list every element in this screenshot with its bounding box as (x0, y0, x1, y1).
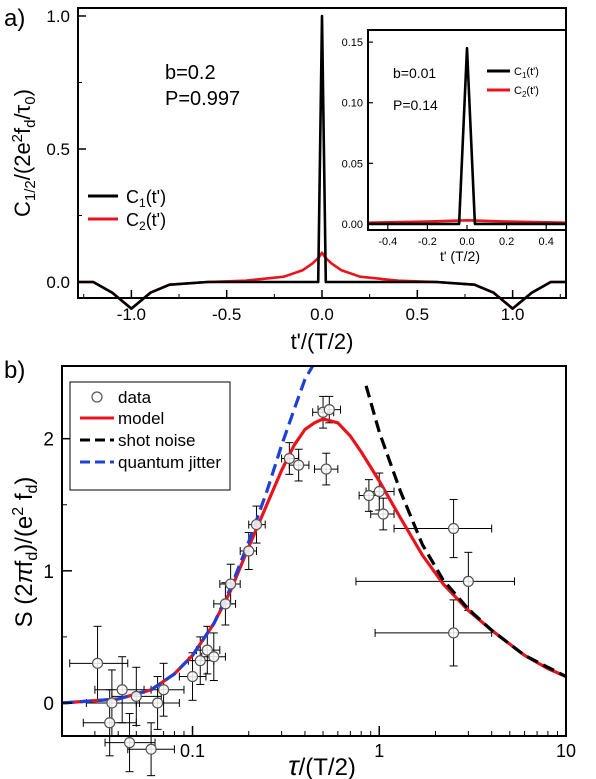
inset-series-line-c1 (368, 46, 566, 226)
panel-a-legend: C1(t') C2(t') (88, 187, 166, 233)
data-point (116, 684, 128, 696)
x-tick-label: 10 (556, 741, 576, 761)
data-point (145, 743, 157, 755)
data-point (91, 657, 104, 669)
panel-b: b) 0.1 1 10 0 1 2 S (2πfd)/(e2 fd) τ/(T/2) d… (4, 357, 576, 779)
data-point (447, 627, 460, 639)
data-point (323, 404, 335, 416)
inset-series-line-c2 (367, 219, 567, 224)
inset-y-tick-label: 0.00 (342, 219, 363, 231)
data-point (130, 690, 142, 702)
series-line-c1 (78, 14, 566, 310)
x-tick-label: 1 (374, 741, 384, 761)
shot-noise-line (364, 385, 567, 678)
data-point (320, 463, 332, 475)
error-bar (355, 551, 516, 611)
panel-b-legend: data model shot noise quantum jitter (69, 381, 231, 491)
panel-a-lines (78, 14, 566, 310)
data-point (106, 697, 118, 709)
inset-lines (367, 46, 567, 226)
y-tick-label: 0.0 (46, 273, 70, 292)
inset: -0.4 -0.2 0.0 0.2 0.4 0.00 0.05 0.10 0.15 t' (T… (342, 29, 567, 264)
error-bar (374, 599, 493, 667)
inset-y-tick-label: 0.15 (342, 37, 363, 49)
data-point (225, 578, 237, 590)
panel-a-x-ticks: -1.0 -0.5 0.0 0.5 1.0 (83, 290, 561, 324)
y-tick-label: 1 (43, 562, 54, 583)
x-tick-label: -1.0 (117, 305, 146, 324)
annotation-b: b=0.2 (165, 62, 216, 84)
legend-label-quantum-jitter: quantum jitter (118, 453, 221, 472)
legend-label-model: model (118, 409, 164, 428)
inset-y-tick-label: 0.10 (342, 98, 363, 110)
inset-x-axis-label: t' (T/2) (440, 248, 480, 264)
data-point (219, 598, 232, 610)
inset-x-ticks: -0.4 -0.2 0.0 0.2 0.4 (378, 225, 554, 248)
inset-frame (367, 29, 567, 231)
error-bar (393, 498, 493, 559)
inset-x-tick-label: 0.2 (499, 236, 514, 248)
panel-a-label: a) (4, 5, 25, 32)
data-point (250, 518, 263, 531)
legend-label-shot-noise: shot noise (118, 431, 196, 450)
data-point (104, 717, 116, 729)
panel-a-y-ticks: 0.0 0.5 1.0 (46, 7, 86, 292)
legend-label-c1: C1(t') (126, 187, 166, 210)
panel-b-y-ticks: 0 1 2 (43, 430, 72, 715)
y-tick-label: 0 (43, 694, 54, 715)
annotation-p: P=0.997 (165, 88, 240, 110)
legend-marker-data (91, 391, 103, 403)
panel-a-x-axis-label: t'/(T/2) (291, 329, 354, 354)
panel-b-frame (61, 365, 567, 737)
inset-legend: C1(t') C2(t') (487, 66, 539, 99)
data-point (123, 737, 136, 749)
data-point (363, 489, 375, 502)
x-tick-label: 0.1 (180, 741, 205, 761)
panel-b-x-axis-label: τ/(T/2) (288, 750, 356, 779)
data-point (194, 655, 206, 667)
data-point (283, 452, 295, 465)
inset-annotation-p: P=0.14 (393, 97, 438, 113)
data-point (293, 459, 305, 471)
data-point (157, 684, 170, 696)
legend-label-c2: C2(t') (126, 210, 166, 233)
inset-x-tick-label: 0.0 (459, 236, 474, 248)
series-line-c2 (78, 251, 566, 310)
data-point (201, 644, 213, 656)
inset-x-tick-label: 0.4 (539, 236, 554, 248)
x-tick-label: 0.5 (405, 305, 429, 324)
data-point (373, 485, 385, 498)
data-point (447, 522, 460, 535)
inset-x-tick-label: -0.4 (378, 236, 397, 248)
inset-x-tick-label: -0.2 (418, 236, 437, 248)
data-point (208, 651, 220, 663)
inset-y-tick-label: 0.05 (342, 158, 363, 170)
inset-y-ticks: 0.00 0.05 0.10 0.15 (342, 37, 373, 231)
data-point (377, 508, 389, 520)
y-tick-label: 1.0 (46, 7, 70, 26)
data-point (462, 575, 474, 587)
y-tick-label: 0.5 (46, 140, 70, 159)
x-tick-label: 1.0 (501, 305, 525, 324)
x-tick-label: 0.0 (310, 305, 334, 324)
data-point (151, 697, 164, 709)
inset-annotation-b: b=0.01 (393, 65, 436, 81)
panel-b-data-points (91, 404, 474, 755)
legend-label-data: data (118, 388, 152, 407)
x-tick-label: -0.5 (212, 305, 241, 324)
y-tick-label: 2 (43, 430, 54, 451)
data-point (186, 670, 199, 683)
panel-a-y-axis-label: C1/2/(2e2fd/τ0) (9, 89, 39, 217)
panel-b-label: b) (4, 357, 25, 384)
inset-legend-label-c2: C2(t') (514, 85, 539, 99)
inset-legend-label-c1: C1(t') (514, 66, 539, 80)
panel-a: a) -1.0 -0.5 0.0 0.5 1.0 0.0 0.5 1.0 C1/2/(2e2… (4, 5, 567, 354)
panel-b-y-axis-label: S (2πfd)/(e2 fd) (10, 477, 41, 628)
data-point (243, 545, 255, 557)
